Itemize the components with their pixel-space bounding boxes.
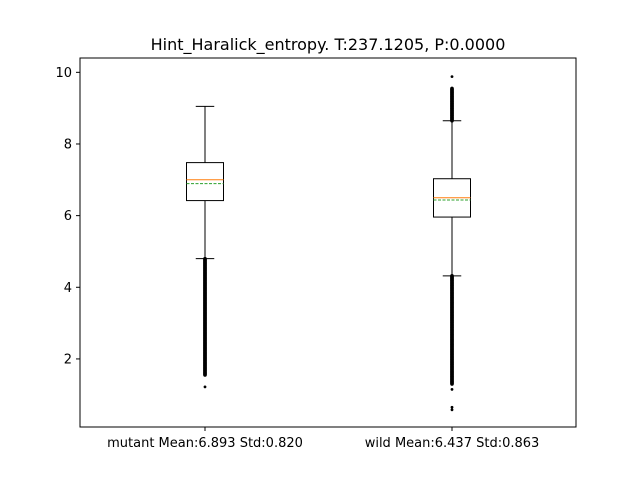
x-tick-label: mutant Mean:6.893 Std:0.820 — [107, 436, 303, 451]
y-axis: 2 4 6 8 10 — [55, 66, 80, 367]
chart-title: Hint_Haralick_entropy. T:237.1205, P:0.0… — [151, 35, 506, 55]
iqr-box — [186, 162, 224, 202]
outlier-point — [450, 408, 454, 412]
x-tick-label: wild Mean:6.437 Std:0.863 — [365, 436, 540, 451]
outlier-point — [450, 86, 454, 91]
outlier-point — [450, 405, 454, 409]
y-tick-label: 10 — [55, 66, 72, 81]
y-tick-label: 4 — [64, 281, 72, 296]
outlier-point — [450, 387, 454, 391]
y-tick-label: 8 — [64, 137, 72, 152]
x-axis: mutant Mean:6.893 Std:0.820 wild Mean:6.4… — [107, 427, 539, 451]
outlier-point — [450, 75, 454, 79]
y-tick-label: 6 — [64, 209, 72, 224]
axes-frame — [79, 57, 577, 428]
y-tick-label: 2 — [64, 352, 72, 367]
outlier-point — [203, 385, 207, 389]
plot-area — [186, 75, 471, 412]
